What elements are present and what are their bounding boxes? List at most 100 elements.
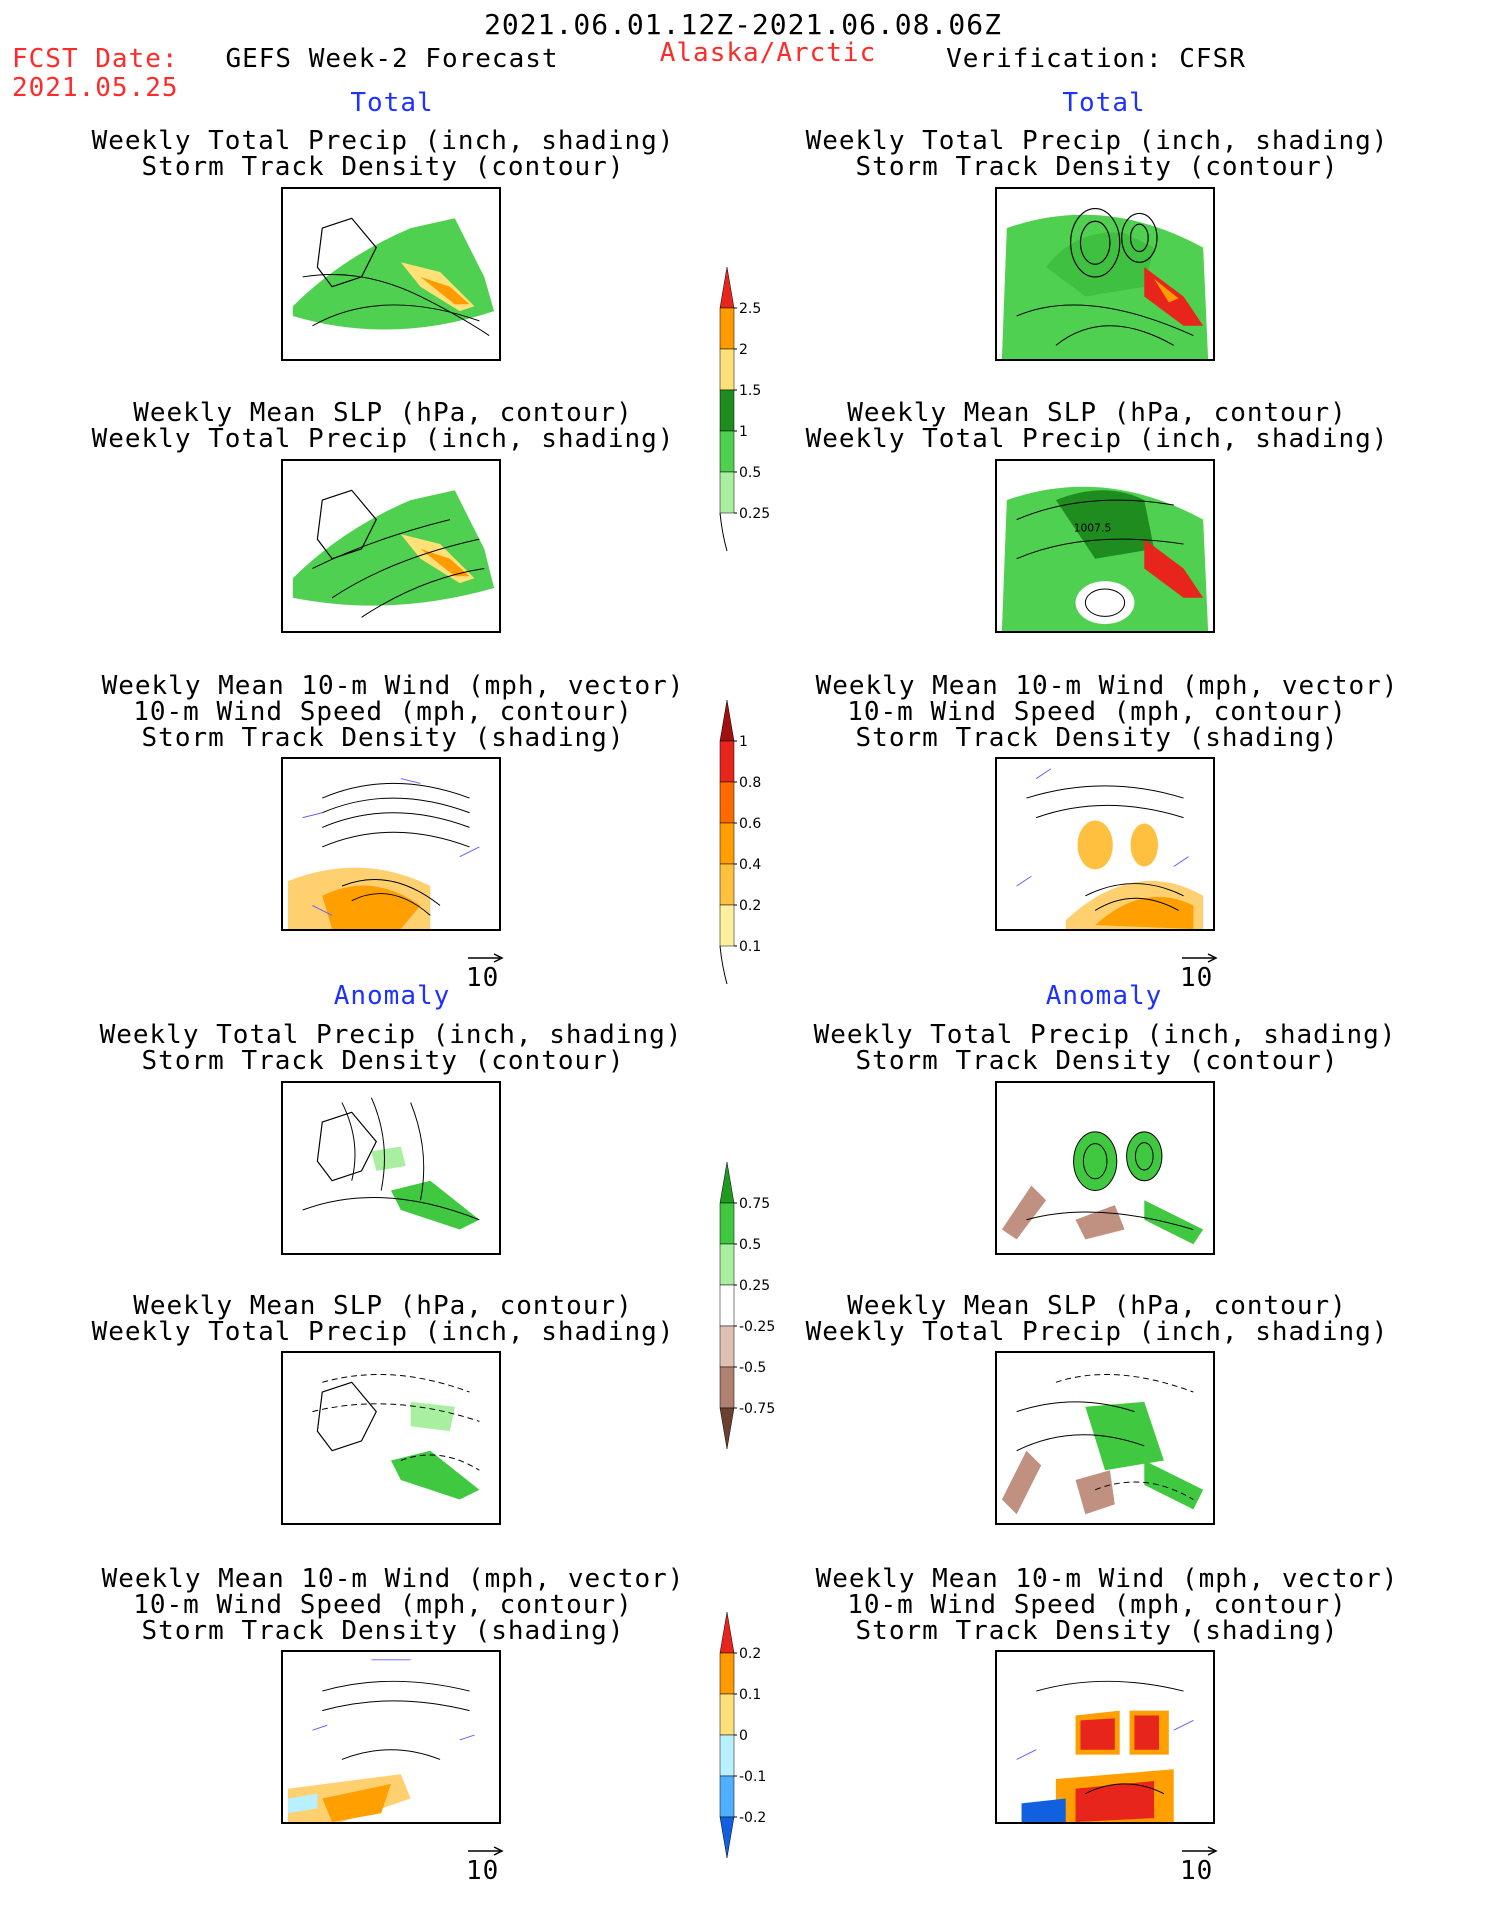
- map-panel-anomaly-precip-storm-forecast: [281, 1081, 501, 1255]
- storm_anom-label: 0.1: [739, 1687, 761, 1703]
- precip_total-label: 1.5: [739, 383, 761, 399]
- precip_anom-segment: [719, 1243, 735, 1286]
- title-r1-left-1: Weekly Total Precip (inch, shading): [91, 126, 675, 156]
- storm_anom-label: 0: [739, 1728, 748, 1744]
- storm_total-label: 0.4: [739, 857, 761, 873]
- title-r5-left-2: Weekly Total Precip (inch, shading): [91, 1317, 675, 1347]
- map-panel-total-slp-precip-verification: 1007.5: [995, 459, 1215, 633]
- storm_total-segment: [719, 781, 735, 824]
- precip_total-label: 2: [739, 342, 748, 358]
- precip_total-segment: [719, 307, 735, 350]
- title-r2-right-2: Weekly Total Precip (inch, shading): [805, 424, 1389, 454]
- precip_total-label: 0.5: [739, 465, 761, 481]
- precip_anom-segment: [719, 1325, 735, 1368]
- title-r2-left-2: Weekly Total Precip (inch, shading): [91, 424, 675, 454]
- title-r4-left-1: Weekly Total Precip (inch, shading): [99, 1020, 683, 1050]
- precip_anom-label: 0.75: [739, 1196, 770, 1212]
- storm_anom-segment: [719, 1775, 735, 1818]
- colorbar-precip-total: 2.5 2 1.5 1 0.5 0.25: [718, 266, 838, 561]
- storm_anom-segment: [719, 1693, 735, 1736]
- storm_total-label: 0.2: [739, 898, 761, 914]
- storm_anom-label: -0.1: [739, 1769, 766, 1785]
- title-r6-right-1: Weekly Mean 10-m Wind (mph, vector): [815, 1564, 1399, 1594]
- map-panel-total-wind-storm-forecast: [281, 757, 501, 931]
- storm_total-tail: [719, 945, 728, 985]
- title-r4-right-2: Storm Track Density (contour): [855, 1046, 1339, 1076]
- colorbar-storm-total-svg: 1 0.8 0.6 0.4 0.2 0.1: [719, 699, 761, 985]
- title-r6-left-3: Storm Track Density (shading): [141, 1616, 625, 1646]
- colorbar-precip-anomaly: 0.75 0.5 0.25 -0.25 -0.5 -0.75: [718, 1161, 838, 1456]
- storm_total-top-cap: [719, 699, 735, 742]
- colorbar-storm-total: 1 0.8 0.6 0.4 0.2 0.1: [718, 699, 838, 994]
- title-r3-right-2: 10-m Wind Speed (mph, contour): [847, 697, 1347, 727]
- precip_total-top-cap: [719, 266, 735, 309]
- date-range: 2021.06.01.12Z-2021.06.08.06Z: [484, 8, 1002, 41]
- vector-ref-arrow-right-total: [1180, 950, 1220, 990]
- right-total-heading: Total: [1062, 88, 1146, 118]
- region-title: Alaska/Arctic: [659, 38, 877, 68]
- storm_anom-segment: [719, 1734, 735, 1777]
- title-r6-right-3: Storm Track Density (shading): [855, 1616, 1339, 1646]
- storm_anom-label: 0.2: [739, 1646, 761, 1662]
- map-panel-anomaly-precip-storm-verification: [995, 1081, 1215, 1255]
- storm_total-label: 0.1: [739, 939, 761, 955]
- left-title: GEFS Week-2 Forecast: [225, 44, 559, 74]
- storm_total-segment: [719, 863, 735, 906]
- precip_total-label: 1: [739, 424, 748, 440]
- vector-ref-arrow-left-anomaly: [466, 1843, 506, 1883]
- title-r4-left-2: Storm Track Density (contour): [141, 1046, 625, 1076]
- vector-ref-label-left-anomaly: 10: [466, 1856, 500, 1886]
- fcst-label: FCST Date:: [12, 44, 179, 74]
- title-r3-left-1: Weekly Mean 10-m Wind (mph, vector): [101, 671, 685, 701]
- title-r1-left-2: Storm Track Density (contour): [141, 152, 625, 182]
- title-r3-left-3: Storm Track Density (shading): [141, 723, 625, 753]
- map-panel-anomaly-slp-precip-forecast: [281, 1351, 501, 1525]
- map-panel-total-precip-storm-forecast: [281, 187, 501, 361]
- left-total-heading: Total: [350, 88, 434, 118]
- colorbar-storm-anomaly-svg: 0.2 0.1 0 -0.1 -0.2: [719, 1611, 766, 1859]
- title-r1-right-1: Weekly Total Precip (inch, shading): [805, 126, 1389, 156]
- precip_anom-segment: [719, 1284, 735, 1327]
- vector-ref-label-left-total: 10: [466, 963, 500, 993]
- precip_anom-label: 0.25: [739, 1278, 770, 1294]
- title-r2-right-1: Weekly Mean SLP (hPa, contour): [847, 398, 1347, 428]
- precip_anom-label: -0.5: [739, 1360, 766, 1376]
- map-panel-anomaly-slp-precip-verification: [995, 1351, 1215, 1525]
- fcst-date: 2021.05.25: [12, 73, 179, 103]
- storm_total-segment: [719, 904, 735, 947]
- colorbar-precip-total-svg: 2.5 2 1.5 1 0.5 0.25: [719, 266, 770, 552]
- storm_total-segment: [719, 822, 735, 865]
- colorbar-storm-anomaly: 0.2 0.1 0 -0.1 -0.2: [718, 1611, 838, 1866]
- precip_anom-segment: [719, 1202, 735, 1245]
- vector-ref-label-right-anomaly: 10: [1180, 1856, 1214, 1886]
- precip_total-segment: [719, 430, 735, 473]
- title-r3-right-1: Weekly Mean 10-m Wind (mph, vector): [815, 671, 1399, 701]
- precip_total-label: 2.5: [739, 301, 761, 317]
- title-r3-left-2: 10-m Wind Speed (mph, contour): [133, 697, 633, 727]
- precip_anom-segment: [719, 1407, 735, 1450]
- title-r6-left-1: Weekly Mean 10-m Wind (mph, vector): [101, 1564, 685, 1594]
- title-r4-right-1: Weekly Total Precip (inch, shading): [813, 1020, 1397, 1050]
- title-r6-right-2: 10-m Wind Speed (mph, contour): [847, 1590, 1347, 1620]
- precip_anom-label: -0.75: [739, 1401, 775, 1417]
- precip_total-segment: [719, 471, 735, 514]
- precip_anom-top-cap: [719, 1161, 735, 1204]
- storm_anom-top-cap: [719, 1611, 735, 1654]
- storm_anom-label: -0.2: [739, 1810, 766, 1826]
- title-r2-left-1: Weekly Mean SLP (hPa, contour): [133, 398, 633, 428]
- storm_total-label: 0.6: [739, 816, 761, 832]
- precip_anom-segment: [719, 1366, 735, 1409]
- title-r1-right-2: Storm Track Density (contour): [855, 152, 1339, 182]
- map-panel-total-precip-storm-verification: [995, 187, 1215, 361]
- storm_total-segment: [719, 740, 735, 783]
- storm_total-label: 1: [739, 734, 748, 750]
- map-panel-anomaly-wind-storm-forecast: [281, 1650, 501, 1824]
- precip_anom-label: -0.25: [739, 1319, 775, 1335]
- precip_total-segment: [719, 389, 735, 432]
- map-panel-total-wind-storm-verification: [995, 757, 1215, 931]
- precip_total-tail: [719, 512, 728, 552]
- vector-ref-arrow-left-total: [466, 950, 506, 990]
- precip_total-label: 0.25: [739, 506, 770, 522]
- title-r5-right-2: Weekly Total Precip (inch, shading): [805, 1317, 1389, 1347]
- precip_total-segment: [719, 348, 735, 391]
